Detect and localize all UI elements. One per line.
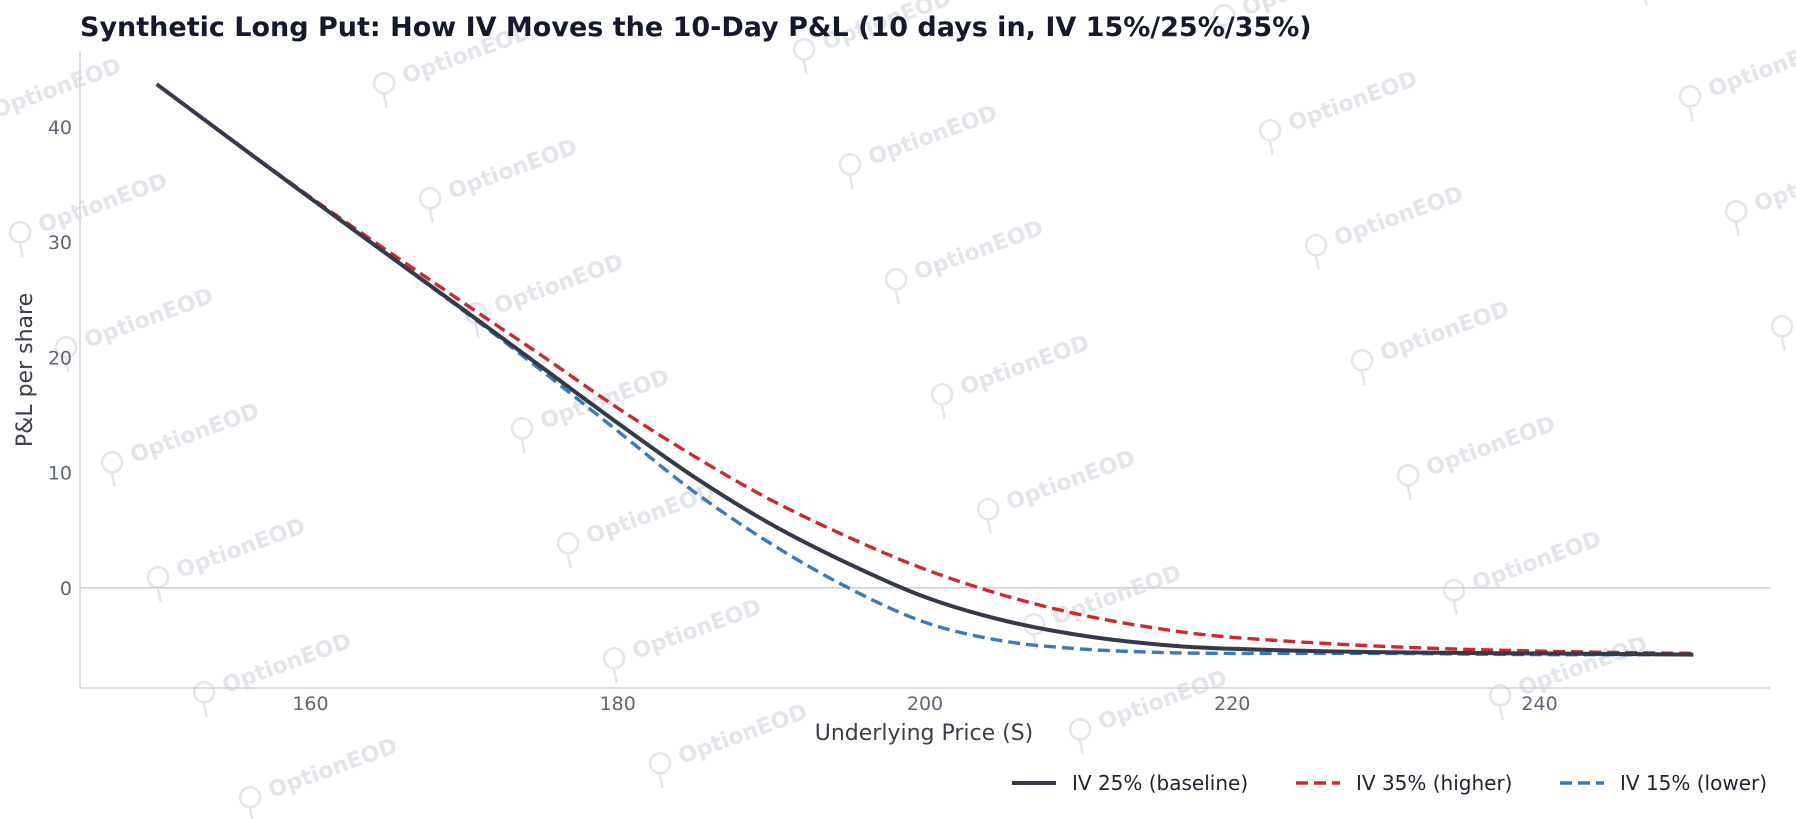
watermark-text: OptionEOD: [1377, 297, 1513, 367]
watermark-text: OptionEOD: [81, 284, 217, 354]
x-tick-label: 240: [1521, 693, 1557, 715]
watermark: OptionEOD: [1488, 632, 1651, 721]
y-tick-labels: 0 10 20 30 40: [48, 117, 72, 600]
x-axis-label: Underlying Price (S): [815, 721, 1034, 746]
y-tick-label: 10: [48, 463, 72, 485]
series-layer: [155, 82, 1694, 657]
y-tick-label: 30: [48, 232, 72, 254]
watermark: OptionEOD: [976, 446, 1139, 535]
watermark-text: OptionEOD: [583, 480, 719, 550]
watermark-text: OptionEOD: [1095, 666, 1231, 736]
watermark: OptionEOD: [146, 514, 309, 603]
series-line-0: [155, 82, 1694, 657]
y-tick-label: 20: [48, 347, 72, 369]
watermark-text: OptionEOD: [957, 331, 1093, 401]
watermark: OptionEOD: [1396, 412, 1559, 501]
watermark: OptionEOD: [930, 331, 1093, 420]
watermark-text: OptionEOD: [675, 700, 811, 770]
watermark: OptionEOD: [1724, 148, 1796, 237]
watermark: OptionEOD: [1442, 527, 1605, 616]
watermark: OptionEOD: [1258, 67, 1421, 156]
watermark: OptionEOD: [8, 169, 171, 258]
watermark: OptionEOD: [54, 284, 217, 373]
watermark: OptionEOD: [648, 700, 811, 789]
watermark: OptionEOD: [1068, 666, 1231, 755]
watermark-text: OptionEOD: [1049, 561, 1185, 631]
watermark-text: OptionEOD: [491, 250, 627, 320]
watermark: OptionEOD: [100, 399, 263, 488]
y-tick-label: 40: [48, 117, 72, 139]
watermark-text: OptionEOD: [0, 54, 125, 124]
legend-label: IV 15% (lower): [1620, 771, 1767, 795]
watermark-text: OptionEOD: [1331, 182, 1467, 252]
watermark-text: OptionEOD: [1285, 67, 1421, 137]
watermark: OptionEOD: [838, 101, 1001, 190]
watermark-text: OptionEOD: [1469, 527, 1605, 597]
watermark: OptionEOD: [1642, 0, 1648, 7]
watermark-text: OptionEOD: [1751, 148, 1796, 218]
watermark-text: OptionEOD: [1515, 632, 1651, 702]
x-tick-label: 180: [600, 693, 636, 715]
watermark-text: OptionEOD: [1003, 446, 1139, 516]
watermark: OptionEOD: [1678, 33, 1796, 122]
watermark-text: OptionEOD: [629, 595, 765, 665]
watermark: OptionEOD: [192, 629, 355, 718]
series-line-1: [155, 82, 1694, 656]
watermark-text: OptionEOD: [1705, 33, 1796, 103]
watermark-text: OptionEOD: [445, 135, 581, 205]
y-tick-label: 0: [60, 578, 72, 600]
x-tick-label: 160: [292, 693, 328, 715]
watermark: OptionEOD: [884, 216, 1047, 305]
legend-label: IV 35% (higher): [1356, 771, 1512, 795]
watermark: OptionEOD: [1770, 315, 1794, 352]
legend-label: IV 25% (baseline): [1072, 771, 1248, 795]
watermark: OptionEOD: [418, 135, 581, 224]
x-tick-label: 220: [1214, 693, 1250, 715]
watermark-text: OptionEOD: [35, 169, 171, 239]
legend: IV 25% (baseline) IV 35% (higher) IV 15% (…: [1012, 771, 1767, 795]
x-tick-labels: 160 180 200 220 240: [292, 693, 1557, 715]
y-axis-label: P&L per share: [13, 293, 38, 447]
watermark-text: OptionEOD: [1423, 412, 1559, 482]
watermark-text: OptionEOD: [865, 101, 1001, 171]
watermark-text: OptionEOD: [265, 734, 401, 804]
watermark: OptionEOD: [238, 734, 401, 819]
x-tick-label: 200: [907, 693, 943, 715]
watermark-text: OptionEOD: [911, 216, 1047, 286]
watermark: OptionEOD: [602, 595, 765, 684]
watermark-text: OptionEOD: [127, 399, 263, 469]
watermark-text: OptionEOD: [173, 514, 309, 584]
chart-title: Synthetic Long Put: How IV Moves the 10-…: [80, 12, 1312, 43]
watermark: OptionEOD: [1350, 297, 1513, 386]
watermark: OptionEOD: [1304, 182, 1467, 271]
